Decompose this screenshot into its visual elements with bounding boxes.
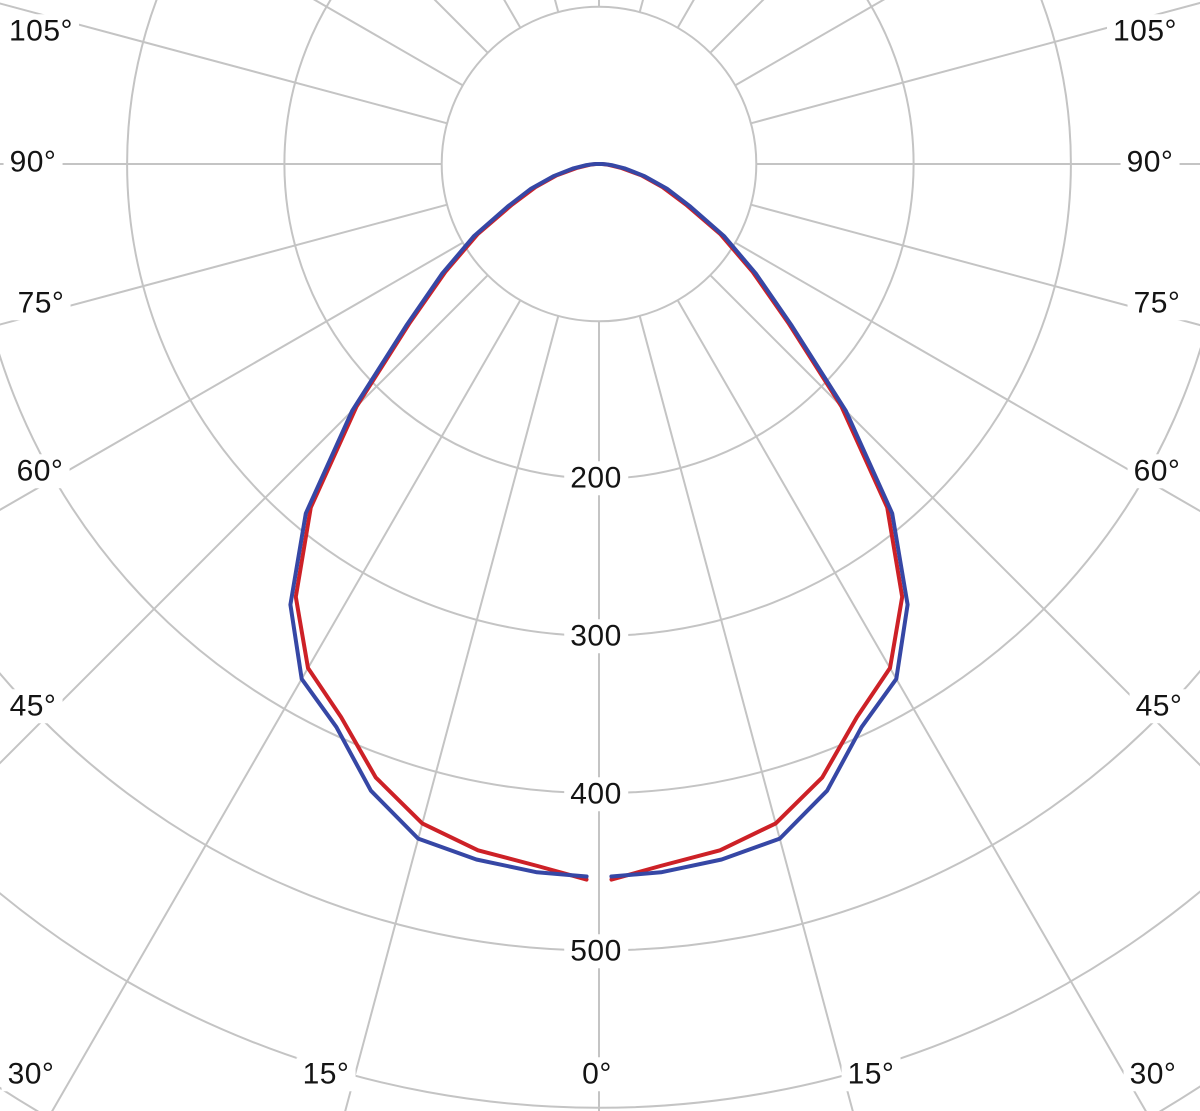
angle-label-60deg: 60°: [1127, 454, 1187, 488]
grid-ray-240deg: [312, 0, 464, 87]
grid-ray-315deg: [0, 274, 489, 765]
angle-label-15deg: 15°: [296, 1057, 356, 1091]
angle-label-45deg: 45°: [1129, 689, 1189, 723]
angle-label-60deg: 60°: [10, 454, 70, 488]
angle-label-105deg: 105°: [2, 14, 80, 48]
grid-ray-30deg: [676, 299, 1147, 1111]
grid-ray-255deg: [0, 2, 448, 125]
angle-label-90deg: 90°: [1120, 145, 1180, 179]
angle-label-0deg: 0°: [576, 1057, 618, 1091]
angle-label-30deg: 30°: [1123, 1057, 1183, 1091]
grid-ray-105deg: [750, 1, 1200, 125]
angle-label-30deg: 30°: [1, 1057, 61, 1091]
radial-value-label-400: 400: [564, 777, 628, 811]
radial-value-label-200: 200: [564, 461, 628, 495]
angle-label-105deg: 105°: [1106, 14, 1184, 48]
radial-value-label-300: 300: [564, 619, 628, 653]
grid-ray-75deg: [750, 203, 1200, 327]
grid-ray-120deg: [734, 0, 886, 87]
intensity-curve-blue: [288, 162, 910, 879]
angle-label-15deg: 15°: [841, 1057, 901, 1091]
grid-ray-45deg: [709, 274, 1200, 767]
angle-label-75deg: 75°: [1127, 286, 1187, 320]
angle-label-90deg: 90°: [3, 145, 63, 179]
grid-ray-285deg: [0, 203, 448, 326]
angle-label-45deg: 45°: [3, 689, 63, 723]
radial-value-label-500: 500: [564, 934, 628, 968]
angle-label-75deg: 75°: [11, 286, 71, 320]
grid-ray-330deg: [51, 299, 522, 1111]
